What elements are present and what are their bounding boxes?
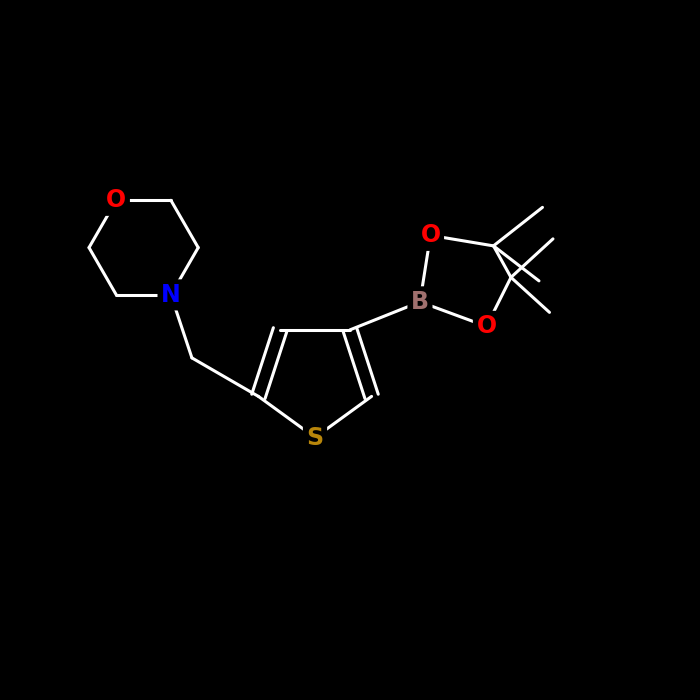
Text: N: N: [161, 283, 181, 307]
Text: O: O: [477, 314, 496, 338]
Text: O: O: [421, 223, 440, 247]
Text: B: B: [411, 290, 429, 314]
Text: S: S: [307, 426, 323, 449]
Text: O: O: [106, 188, 127, 212]
